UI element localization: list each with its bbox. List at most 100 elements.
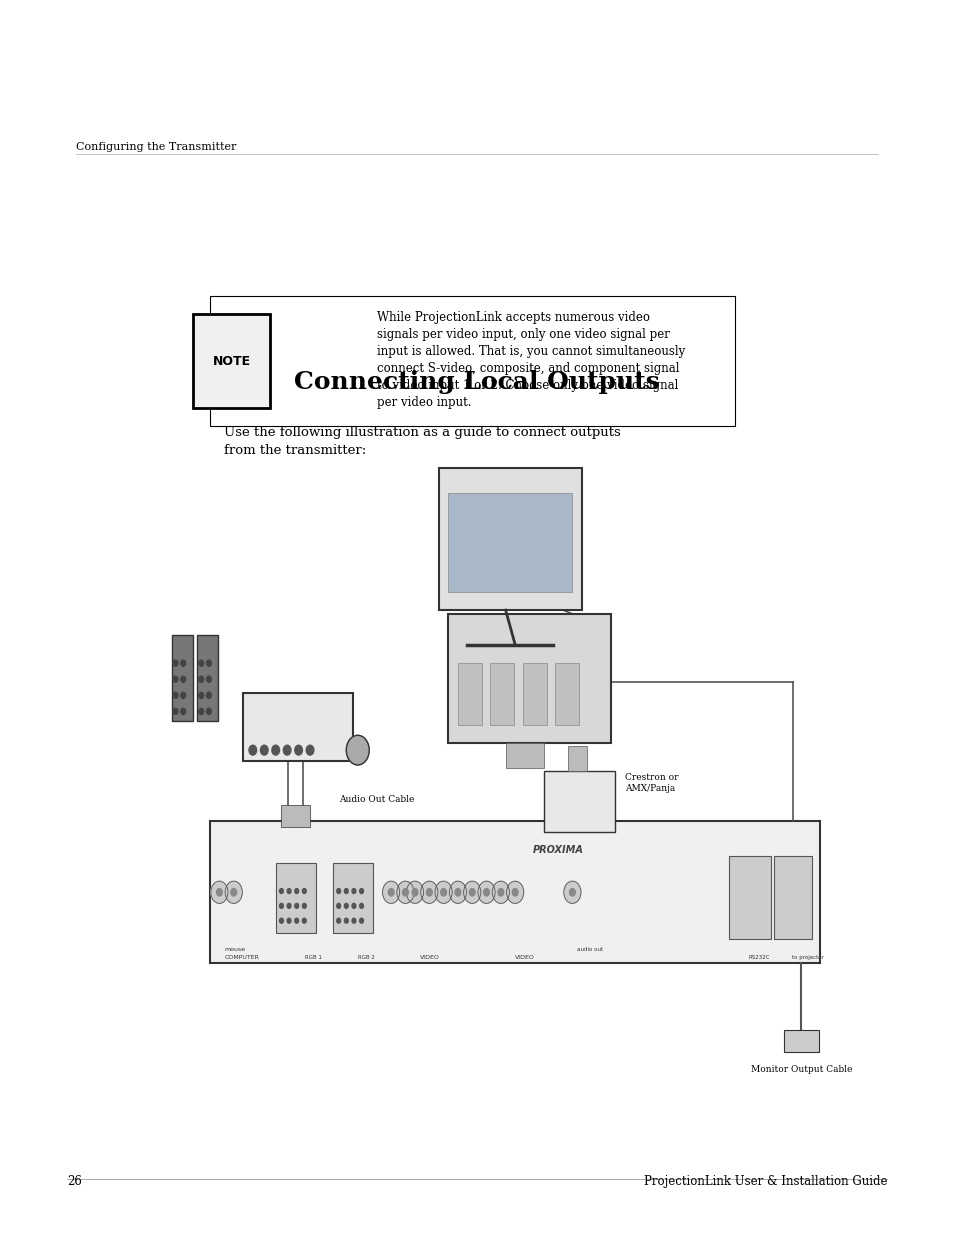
Text: VIDEO: VIDEO: [515, 956, 535, 961]
Bar: [505, 743, 543, 768]
Circle shape: [420, 882, 437, 904]
Text: Connecting Local Outputs: Connecting Local Outputs: [294, 370, 659, 394]
Circle shape: [173, 677, 177, 683]
Text: While ProjectionLink accepts numerous video
signals per video input, only one vi: While ProjectionLink accepts numerous vi…: [376, 311, 684, 409]
Circle shape: [206, 692, 212, 698]
Circle shape: [352, 919, 355, 924]
Bar: [543, 771, 615, 832]
FancyBboxPatch shape: [193, 314, 270, 408]
Circle shape: [469, 889, 475, 897]
Circle shape: [294, 919, 298, 924]
Circle shape: [279, 904, 283, 909]
Circle shape: [512, 889, 517, 897]
Circle shape: [359, 889, 363, 894]
Text: mouse: mouse: [224, 947, 245, 952]
Circle shape: [294, 904, 298, 909]
Circle shape: [477, 882, 495, 904]
Circle shape: [344, 919, 348, 924]
Text: ProjectionLink User & Installation Guide: ProjectionLink User & Installation Guide: [643, 1176, 886, 1188]
Circle shape: [344, 904, 348, 909]
Circle shape: [336, 919, 340, 924]
Circle shape: [352, 889, 355, 894]
Circle shape: [344, 889, 348, 894]
Text: NOTE: NOTE: [213, 354, 251, 368]
Text: PROXIMA: PROXIMA: [532, 845, 582, 855]
Bar: [210, 821, 820, 963]
Bar: [438, 468, 581, 610]
Circle shape: [388, 889, 394, 897]
Circle shape: [206, 677, 212, 683]
Text: Configuring the Transmitter: Configuring the Transmitter: [76, 142, 236, 152]
Circle shape: [181, 677, 185, 683]
Circle shape: [402, 889, 408, 897]
Circle shape: [206, 661, 212, 667]
Circle shape: [181, 692, 185, 698]
Bar: [243, 693, 353, 761]
FancyBboxPatch shape: [728, 856, 770, 939]
Bar: [522, 663, 546, 725]
Bar: [567, 746, 586, 771]
Circle shape: [272, 745, 279, 755]
Text: RS232C: RS232C: [748, 956, 770, 961]
Bar: [281, 805, 310, 827]
Circle shape: [173, 661, 177, 667]
Text: RGB 1: RGB 1: [305, 956, 322, 961]
Circle shape: [260, 745, 268, 755]
Circle shape: [198, 661, 204, 667]
Text: Crestron or
AMX/Panja: Crestron or AMX/Panja: [624, 773, 678, 793]
Circle shape: [173, 709, 177, 714]
Circle shape: [483, 889, 489, 897]
Circle shape: [396, 882, 414, 904]
Circle shape: [206, 709, 212, 714]
Bar: [490, 663, 514, 725]
Bar: [197, 635, 218, 721]
Circle shape: [302, 919, 306, 924]
Circle shape: [211, 882, 228, 904]
Bar: [172, 635, 193, 721]
Text: RGB 2: RGB 2: [357, 956, 375, 961]
Circle shape: [306, 745, 314, 755]
Circle shape: [225, 882, 242, 904]
Circle shape: [440, 889, 446, 897]
Circle shape: [449, 882, 466, 904]
Circle shape: [198, 692, 204, 698]
Circle shape: [198, 709, 204, 714]
Circle shape: [173, 692, 177, 698]
Circle shape: [231, 889, 236, 897]
Bar: [448, 493, 572, 592]
FancyBboxPatch shape: [773, 856, 811, 939]
Circle shape: [497, 889, 503, 897]
Circle shape: [455, 889, 460, 897]
Circle shape: [198, 677, 204, 683]
Circle shape: [302, 904, 306, 909]
Bar: [448, 614, 610, 743]
Bar: [457, 663, 481, 725]
Text: to projector: to projector: [791, 956, 822, 961]
Text: COMPUTER: COMPUTER: [224, 956, 259, 961]
Circle shape: [412, 889, 417, 897]
Text: 26: 26: [67, 1176, 82, 1188]
FancyBboxPatch shape: [275, 863, 315, 934]
Circle shape: [287, 919, 291, 924]
Circle shape: [569, 889, 575, 897]
Circle shape: [506, 882, 523, 904]
Circle shape: [294, 889, 298, 894]
Circle shape: [283, 745, 291, 755]
FancyBboxPatch shape: [210, 296, 734, 426]
Circle shape: [294, 745, 302, 755]
Circle shape: [435, 882, 452, 904]
Circle shape: [463, 882, 480, 904]
Circle shape: [181, 661, 185, 667]
Text: Monitor Output Cable: Monitor Output Cable: [750, 1065, 851, 1073]
Circle shape: [492, 882, 509, 904]
Text: Audio Out Cable: Audio Out Cable: [338, 794, 414, 804]
Circle shape: [359, 919, 363, 924]
Circle shape: [336, 889, 340, 894]
Circle shape: [336, 904, 340, 909]
Circle shape: [346, 735, 369, 764]
Circle shape: [302, 889, 306, 894]
FancyBboxPatch shape: [333, 863, 373, 934]
Circle shape: [563, 882, 580, 904]
Circle shape: [279, 889, 283, 894]
Circle shape: [287, 889, 291, 894]
